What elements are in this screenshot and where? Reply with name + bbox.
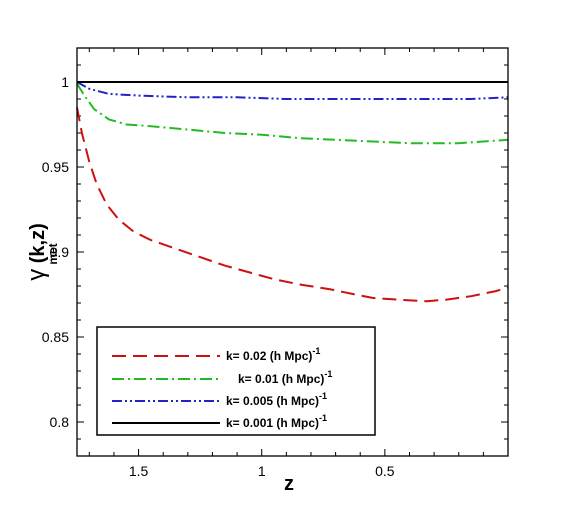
x-tick-label: 1.5 xyxy=(129,463,149,479)
legend-label-4: k= 0.001 (h Mpc)-1 xyxy=(226,413,327,430)
y-axis-title-sub: met xyxy=(46,243,60,264)
series-line-3 xyxy=(76,81,509,100)
legend-label-main: k= 0.005 (h Mpc) xyxy=(226,394,319,408)
y-tick-label: 1 xyxy=(61,74,69,90)
legend-label-sup: -1 xyxy=(312,346,320,356)
y-axis-title-paren: (k,z) xyxy=(27,223,49,269)
y-tick-label: 0.9 xyxy=(50,244,70,260)
x-tick-label: 0.5 xyxy=(375,463,395,479)
legend-label-2: k= 0.01 (h Mpc)-1 xyxy=(238,369,332,386)
series-line-2 xyxy=(76,83,509,145)
legend-label-sup: -1 xyxy=(319,391,327,401)
legend-label-main: k= 0.02 (h Mpc) xyxy=(226,349,312,363)
series-layer xyxy=(76,81,509,303)
y-axis-title: γ (k,z) met xyxy=(23,223,60,281)
legend-label-sup: -1 xyxy=(324,369,332,379)
x-tick-label: 1 xyxy=(258,463,266,479)
plot-frame xyxy=(76,47,509,457)
svg-text:γ (k,z): γ (k,z) xyxy=(23,223,50,281)
y-tick-label: 0.8 xyxy=(50,414,70,430)
legend: k= 0.02 (h Mpc)-1k= 0.01 (h Mpc)-1k= 0.0… xyxy=(96,326,376,436)
ticks-layer: 0.8 0.85 0.9 0.95 1 1.5 1 0.5 xyxy=(42,47,509,479)
legend-label-3: k= 0.005 (h Mpc)-1 xyxy=(226,391,327,408)
y-tick-label: 0.95 xyxy=(42,159,69,175)
legend-label-main: k= 0.001 (h Mpc) xyxy=(226,416,319,430)
y-tick-label: 0.85 xyxy=(42,329,69,345)
legend-label-1: k= 0.02 (h Mpc)-1 xyxy=(226,346,320,363)
series-line-1 xyxy=(76,107,509,303)
legend-label-main: k= 0.01 (h Mpc) xyxy=(238,372,324,386)
legend-label-sup: -1 xyxy=(319,413,327,423)
legend-box xyxy=(96,326,376,436)
x-axis-title: z xyxy=(284,473,294,495)
y-axis-title-main: γ xyxy=(23,269,50,281)
